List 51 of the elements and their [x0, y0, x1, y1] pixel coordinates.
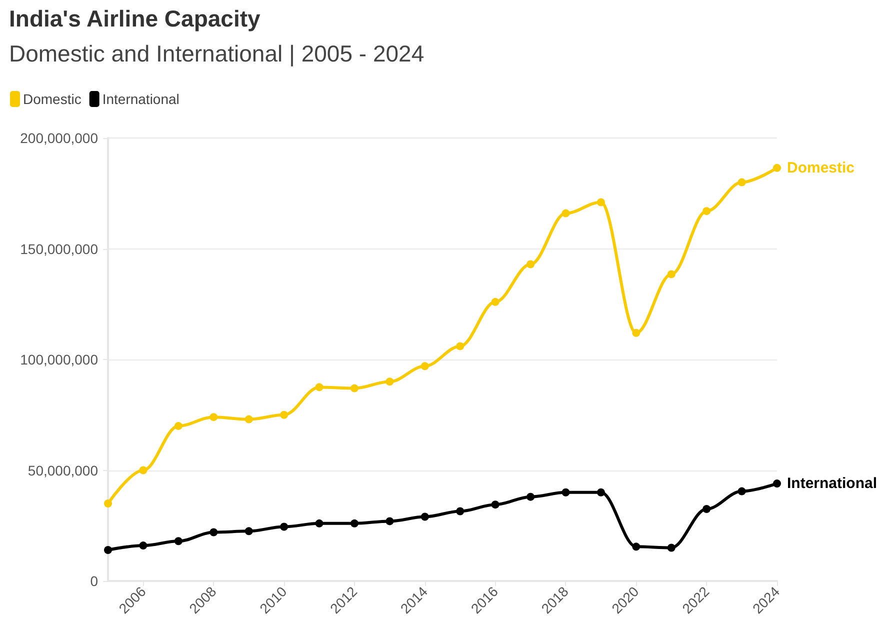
point	[139, 542, 148, 550]
text: Domestic	[787, 159, 855, 176]
y-tick-label: 0	[90, 573, 98, 589]
y-tick-label: 200,000,000	[20, 130, 98, 146]
point	[350, 519, 358, 528]
point	[174, 537, 182, 546]
chart-title: India's Airline Capacity	[9, 6, 261, 32]
legend-label: International	[102, 91, 180, 107]
point	[139, 466, 148, 474]
point	[244, 415, 253, 424]
point	[280, 522, 288, 531]
legend-label: Domestic	[23, 91, 82, 107]
point	[773, 164, 781, 172]
y-tick-label: 50,000,000	[28, 462, 98, 478]
point	[596, 198, 605, 206]
point	[596, 488, 605, 496]
point	[738, 178, 746, 186]
point	[210, 528, 218, 536]
point	[350, 384, 358, 392]
point	[526, 260, 535, 268]
text: International	[787, 475, 878, 492]
point	[386, 378, 394, 386]
point	[456, 507, 464, 516]
point	[244, 527, 253, 536]
point	[738, 487, 746, 496]
point	[773, 480, 781, 488]
point	[702, 207, 711, 216]
y-tick-label: 150,000,000	[20, 240, 98, 257]
y-tick-label: 100,000,000	[20, 352, 98, 368]
point	[420, 512, 429, 521]
point	[174, 422, 182, 430]
point	[667, 270, 676, 278]
point	[104, 546, 112, 554]
point	[632, 328, 640, 337]
point	[315, 383, 324, 392]
point	[104, 499, 112, 508]
point	[562, 209, 570, 218]
point	[386, 517, 394, 526]
point	[491, 298, 500, 306]
point	[280, 410, 288, 419]
point	[456, 342, 464, 350]
point	[667, 544, 676, 552]
point	[420, 362, 429, 370]
point	[210, 413, 218, 422]
point	[702, 505, 711, 514]
point	[632, 542, 640, 551]
point	[562, 488, 570, 496]
point	[315, 519, 324, 528]
point	[526, 492, 535, 501]
chart-subtitle: Domestic and International | 2005 - 2024	[9, 40, 424, 66]
point	[491, 500, 500, 509]
